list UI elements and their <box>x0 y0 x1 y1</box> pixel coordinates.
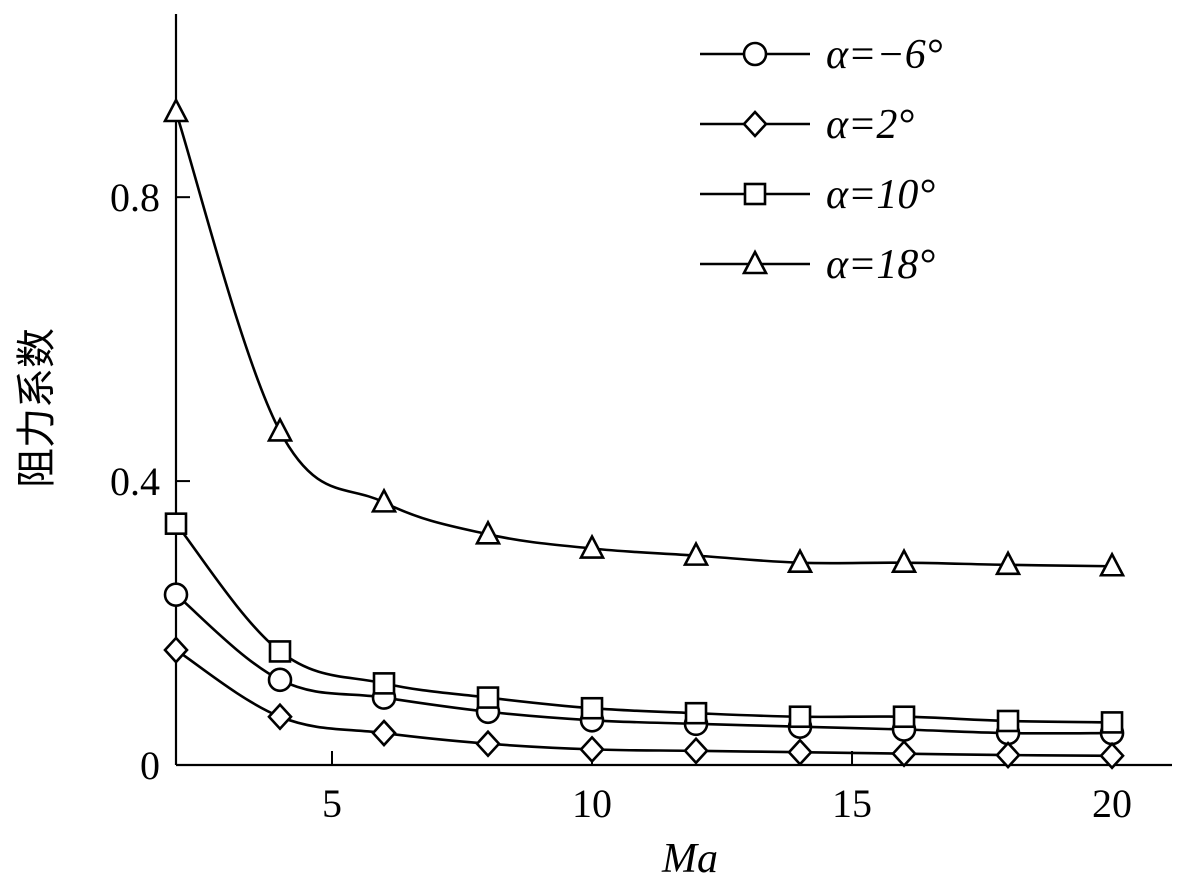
square-marker <box>684 701 708 725</box>
circle-marker <box>163 582 189 607</box>
square-marker <box>580 696 604 720</box>
series-line-circle <box>175 593 1113 735</box>
legend-label: α=2° <box>826 102 914 148</box>
series-triangle <box>162 97 1126 577</box>
diamond-marker <box>267 702 293 731</box>
axes: 5 10 15 20 0 0.4 0.8 Ma 阻力系数 <box>14 14 1172 882</box>
diamond-marker <box>579 735 605 764</box>
diamond-marker <box>742 110 768 138</box>
diamond-marker <box>891 739 917 768</box>
triangle-marker <box>162 97 190 123</box>
series-line-diamond <box>175 648 1113 758</box>
x-tick-label: 5 <box>322 781 342 826</box>
circle-marker <box>742 41 768 67</box>
legend-item: α=10° <box>700 172 935 218</box>
series-line-square <box>174 522 1113 724</box>
legend-label: α=−6° <box>826 32 943 78</box>
square-marker <box>743 182 767 206</box>
legend-item: α=−6° <box>700 32 943 78</box>
triangle-marker <box>741 249 769 275</box>
triangle-marker <box>890 547 918 574</box>
y-tick-label: 0.8 <box>110 175 160 220</box>
square-marker <box>788 705 812 729</box>
series-square <box>164 512 1124 734</box>
triangle-marker <box>1098 551 1126 577</box>
triangle-marker <box>474 519 502 545</box>
series-diamond <box>163 636 1125 770</box>
x-axis-title: Ma <box>661 836 718 882</box>
legend-label: α=18° <box>826 242 935 288</box>
x-tick-label: 20 <box>1092 781 1132 826</box>
legend-item: α=2° <box>700 102 914 148</box>
square-marker <box>476 686 500 709</box>
triangle-marker <box>994 550 1022 576</box>
legend: α=−6° α=2° α=10° α=18° <box>700 32 943 288</box>
square-marker <box>1100 711 1124 734</box>
diamond-marker <box>1099 741 1125 770</box>
triangle-marker <box>786 547 814 574</box>
triangle-marker <box>266 416 294 442</box>
series-layer <box>162 97 1126 770</box>
diamond-marker <box>683 736 709 765</box>
triangle-marker <box>370 487 398 513</box>
triangle-marker <box>682 540 710 566</box>
square-marker <box>164 512 188 535</box>
legend-item: α=18° <box>700 242 935 288</box>
square-marker <box>268 640 292 663</box>
square-marker <box>996 709 1020 733</box>
circle-marker <box>267 667 293 693</box>
y-tick-label: 0 <box>140 743 160 788</box>
diamond-marker <box>163 636 189 664</box>
diamond-marker <box>995 741 1021 769</box>
triangle-marker <box>578 533 606 559</box>
legend-label: α=10° <box>826 172 935 218</box>
square-marker <box>372 672 396 695</box>
x-tick-label: 10 <box>572 781 612 826</box>
series-line-triangle <box>174 111 1113 568</box>
square-marker <box>892 705 916 729</box>
diamond-marker <box>371 719 397 747</box>
diamond-marker <box>475 729 501 758</box>
diamond-marker <box>787 738 813 767</box>
y-axis-title: 阻力系数 <box>14 328 60 488</box>
y-tick-label: 0.4 <box>110 459 160 504</box>
x-tick-label: 15 <box>832 781 872 826</box>
